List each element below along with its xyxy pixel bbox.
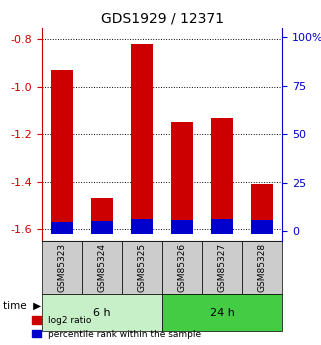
Text: GSM85326: GSM85326 — [178, 243, 187, 292]
Bar — [171, 220, 193, 234]
FancyBboxPatch shape — [162, 241, 202, 294]
FancyBboxPatch shape — [42, 241, 82, 294]
FancyBboxPatch shape — [162, 294, 282, 331]
Bar — [211, 219, 233, 234]
Text: GSM85327: GSM85327 — [218, 243, 227, 292]
Bar — [51, 70, 73, 234]
Text: 6 h: 6 h — [93, 308, 111, 318]
Bar — [171, 122, 193, 234]
Bar — [211, 118, 233, 234]
Text: GSM85324: GSM85324 — [97, 243, 107, 292]
FancyBboxPatch shape — [122, 241, 162, 294]
Bar — [91, 221, 113, 234]
FancyBboxPatch shape — [202, 241, 242, 294]
Bar — [251, 220, 273, 234]
FancyBboxPatch shape — [82, 241, 122, 294]
Bar — [91, 198, 113, 234]
Title: GDS1929 / 12371: GDS1929 / 12371 — [100, 11, 224, 25]
Bar — [131, 219, 153, 234]
Text: 24 h: 24 h — [210, 308, 235, 318]
Bar — [51, 221, 73, 234]
Text: GSM85325: GSM85325 — [137, 243, 147, 292]
Bar — [131, 44, 153, 234]
Text: GSM85328: GSM85328 — [258, 243, 267, 292]
Legend: log2 ratio, percentile rank within the sample: log2 ratio, percentile rank within the s… — [30, 314, 203, 341]
Text: time  ▶: time ▶ — [3, 300, 41, 310]
FancyBboxPatch shape — [42, 294, 162, 331]
Text: GSM85323: GSM85323 — [57, 243, 66, 292]
FancyBboxPatch shape — [242, 241, 282, 294]
Bar — [251, 184, 273, 234]
